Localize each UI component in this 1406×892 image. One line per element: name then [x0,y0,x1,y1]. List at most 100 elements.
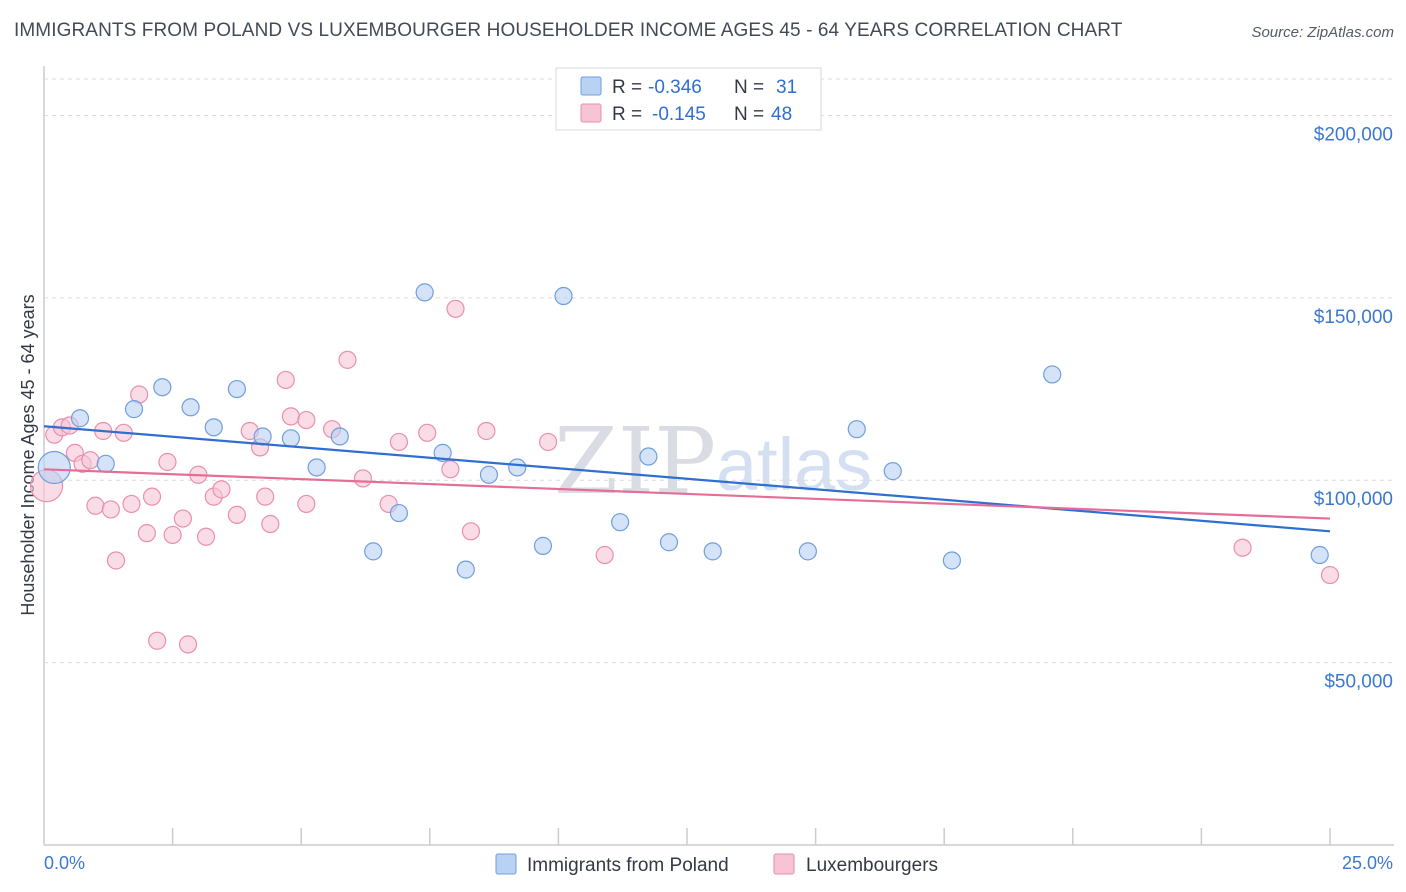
legend-r-value-2: -0.145 [652,104,706,125]
point-pink-15 [142,487,162,506]
point-blue-21 [611,513,630,532]
point-pink-29 [261,514,280,534]
x-ticks [171,828,1331,845]
point-blue-16 [456,560,475,579]
point-pink-14 [137,524,156,543]
point-pink-35 [338,350,357,369]
y-tick-label-100000: $100,000 [1314,489,1393,510]
legend-n-value-2: 48 [771,104,792,125]
source-credit: Source: ZipAtlas.com [1251,24,1394,41]
point-blue-1 [70,409,90,428]
point-pink-31 [281,407,301,426]
point-blue-4 [153,378,172,397]
point-blue-2 [96,454,115,473]
point-blue-19 [533,536,553,555]
point-pink-47 [1320,565,1340,585]
point-blue-12 [364,542,383,561]
point-pink-6 [81,451,100,470]
point-pink-40 [441,460,460,479]
point-pink-28 [256,487,275,506]
watermark-atlas: atlas [716,423,872,506]
point-blue-5 [181,398,200,417]
point-pink-19 [173,509,192,528]
legend-label-luxembourgers: Luxembourgers [806,855,938,876]
legend-n-value-1: 31 [776,77,797,98]
legend-label-poland: Immigrants from Poland [527,855,729,876]
point-pink-41 [446,299,465,318]
trend-line-poland [43,425,1331,533]
legend-n-label-1: N = [734,77,764,98]
point-blue-9 [281,429,301,448]
y-tick-labels: $50,000 $100,000 $150,000 $200,000 [1314,124,1393,692]
point-blue-30 [1310,545,1329,565]
point-pink-9 [101,500,120,519]
point-blue-24 [703,542,722,561]
point-pink-16 [148,631,167,650]
trend-lines [43,425,1331,533]
point-pink-43 [477,421,496,441]
point-pink-10 [106,551,126,570]
legend-r-label-2: R = [612,104,642,125]
point-blue-29 [1043,365,1062,384]
x-tick-label-left: 0.0% [44,853,85,873]
point-blue-15 [433,443,452,462]
point-blue-6 [204,418,223,437]
point-pink-25 [227,505,246,524]
point-blue-25 [798,542,817,561]
point-blue-8 [253,427,272,446]
point-blue-3 [124,400,144,419]
point-blue-23 [659,533,679,552]
x-tick-label-right: 25.0% [1342,853,1393,873]
point-pink-17 [158,452,177,472]
point-blue-17 [479,465,499,484]
point-blue-26 [847,420,866,439]
legend-n-label-2: N = [734,104,764,125]
point-blue-0 [37,450,71,485]
legend-swatch-luxembourgers [773,853,795,875]
y-tick-label-200000: $200,000 [1314,124,1393,145]
legend-r-label-1: R = [612,77,642,98]
stats-legend: R = -0.346 N = 31 R = -0.145 N = 48 [555,67,822,131]
watermark-zip: ZIP [554,408,716,515]
point-pink-32 [297,410,316,430]
trend-line-luxembourgers [43,468,1331,520]
legend-r-value-1: -0.346 [648,77,702,98]
y-tick-label-150000: $150,000 [1314,307,1393,328]
point-pink-18 [163,525,182,545]
point-blue-11 [330,427,349,446]
series-legend: Immigrants from Poland Luxembourgers [495,853,938,876]
point-pink-7 [86,496,105,515]
point-pink-39 [418,423,437,442]
point-pink-20 [178,635,198,654]
y-axis-label: Householder Income Ages 45 - 64 years [18,294,38,615]
series-luxembourgers [29,299,1340,654]
point-pink-33 [297,494,316,514]
point-blue-10 [307,458,326,477]
point-pink-30 [276,370,295,390]
point-pink-44 [539,432,558,452]
y-tick-label-50000: $50,000 [1324,672,1393,693]
point-pink-38 [389,432,409,452]
legend-swatch-pink [580,103,602,123]
chart-title: IMMIGRANTS FROM POLAND VS LUXEMBOURGER H… [14,20,1123,41]
point-blue-13 [389,503,409,523]
point-blue-22 [639,447,658,466]
legend-swatch-blue [580,76,602,96]
point-pink-22 [196,527,216,546]
point-pink-12 [122,494,141,514]
legend-swatch-poland [495,853,517,875]
point-pink-36 [353,469,373,488]
gridlines [44,78,1394,664]
point-pink-42 [461,522,481,541]
point-pink-45 [595,545,614,565]
point-blue-7 [227,379,246,399]
point-pink-46 [1233,538,1252,557]
point-blue-28 [942,551,962,570]
point-blue-27 [883,462,902,481]
point-blue-14 [415,283,434,302]
series-immigrants-from-poland [37,283,1329,579]
point-blue-18 [508,458,527,477]
point-blue-20 [554,286,573,306]
point-pink-24 [212,480,231,499]
